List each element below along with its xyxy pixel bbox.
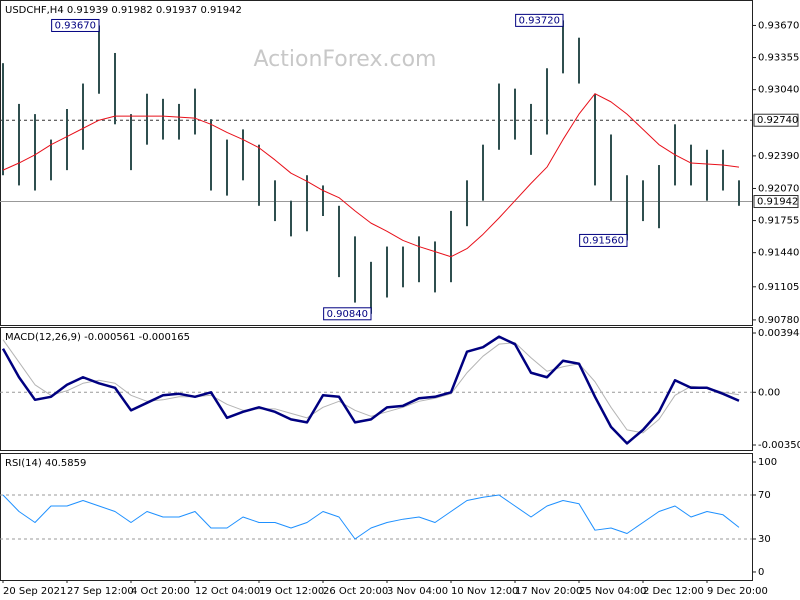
indicator-line — [2, 339, 740, 434]
x-tick-label: 25 Nov 04:00 — [579, 586, 646, 597]
annotation-label: 0.93720 — [519, 15, 560, 26]
y-tick-label: 100 — [758, 457, 777, 468]
y-tick-label: 0.93040 — [758, 85, 799, 96]
y-tick-label: 0.93670 — [758, 20, 799, 31]
watermark: ActionForex.com — [254, 47, 437, 72]
y-tick-label: 70 — [758, 490, 771, 501]
indicator-line — [2, 494, 740, 540]
price-label-box — [753, 195, 799, 209]
x-tick-label: 20 Sep 2021 — [3, 586, 66, 597]
indicator-line — [1, 335, 740, 445]
annotation-box — [323, 307, 372, 321]
x-tick-label: 17 Nov 20:00 — [515, 586, 582, 597]
y-tick-label: 0.93355 — [758, 53, 799, 64]
x-tick-label: 27 Sep 12:00 — [67, 586, 134, 597]
annotation-label: 0.93670 — [55, 20, 96, 31]
annotation-label: 0.91560 — [583, 235, 624, 246]
y-tick-label: 0.91105 — [758, 282, 799, 293]
y-tick-label: 0.91440 — [758, 248, 799, 259]
x-tick-label: 19 Oct 12:00 — [259, 586, 324, 597]
x-tick-label: 26 Oct 20:00 — [323, 586, 388, 597]
panel-frame — [0, 0, 753, 326]
panel-frame — [0, 453, 753, 581]
annotation-box — [515, 13, 564, 27]
y-tick-label: 0.92390 — [758, 151, 799, 162]
x-tick-label: 3 Nov 04:00 — [387, 586, 448, 597]
x-tick-label: 2 Dec 12:00 — [643, 586, 704, 597]
y-tick-label: 30 — [758, 534, 771, 545]
panel-frame — [0, 327, 753, 451]
y-tick-label: -0.003506 — [758, 440, 800, 451]
annotation-label: 0.90840 — [327, 309, 368, 320]
moving-average — [2, 93, 740, 258]
panel-title: USDCHF,H4 0.91939 0.91982 0.91937 0.9194… — [5, 5, 242, 16]
x-tick-label: 12 Oct 04:00 — [195, 586, 260, 597]
y-tick-label: 0 — [758, 567, 764, 578]
panel-title: MACD(12,26,9) -0.000561 -0.000165 — [5, 332, 190, 343]
panel-title: RSI(14) 40.5859 — [5, 458, 86, 469]
annotation-box — [579, 233, 628, 247]
y-tick-label: 0.003944 — [758, 328, 800, 339]
price-label: 0.92740 — [757, 115, 798, 126]
annotation-box — [51, 18, 100, 32]
price-label: 0.91942 — [757, 197, 798, 208]
y-tick-label: 0.00 — [758, 387, 780, 398]
y-tick-label: 0.90780 — [758, 315, 799, 326]
x-tick-label: 9 Dec 20:00 — [707, 586, 768, 597]
price-label-box — [753, 113, 799, 127]
x-tick-label: 10 Nov 12:00 — [451, 586, 518, 597]
y-tick-label: 0.92070 — [758, 183, 799, 194]
x-tick-label: 4 Oct 20:00 — [131, 586, 190, 597]
y-tick-label: 0.91755 — [758, 216, 799, 227]
